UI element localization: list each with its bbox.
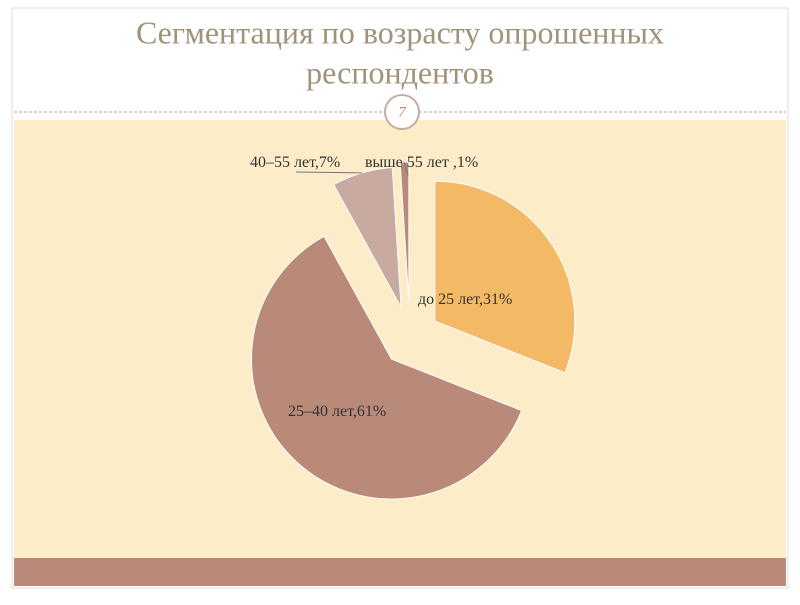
pie-slice: [332, 167, 402, 308]
pie: до 25 лет,31% 25–40 лет,61% 40–55 лет,7% вы…: [250, 154, 576, 500]
pie-slice: [434, 180, 576, 374]
value-label: ,7%: [315, 154, 340, 171]
value-label: ,31%: [479, 291, 512, 308]
category-label: выше 55 лет: [365, 154, 449, 171]
leader-line: [403, 161, 409, 177]
slide-frame: [11, 7, 789, 589]
category-label: 40–55 лет: [250, 154, 316, 171]
title: Сегментация по возрасту опрошенных: [136, 14, 664, 50]
footer-band: [14, 558, 786, 586]
slice-label: до 25 лет,31%: [418, 291, 512, 308]
title: респондентов: [306, 54, 494, 90]
value-label: ,1%: [449, 154, 478, 171]
slide-number: 7: [398, 104, 407, 120]
leader-line: [295, 171, 363, 174]
slice-label: выше 55 лет ,1%: [365, 154, 478, 171]
category-label: до 25 лет: [418, 291, 480, 308]
slice-label: 25–40 лет,61%: [288, 403, 386, 420]
value-label: ,61%: [353, 403, 386, 420]
pie-slice: [251, 235, 523, 500]
slice-label: 40–55 лет,7%: [250, 154, 340, 171]
category-label: 25–40 лет: [288, 403, 354, 420]
slide-number-badge: [384, 94, 420, 130]
